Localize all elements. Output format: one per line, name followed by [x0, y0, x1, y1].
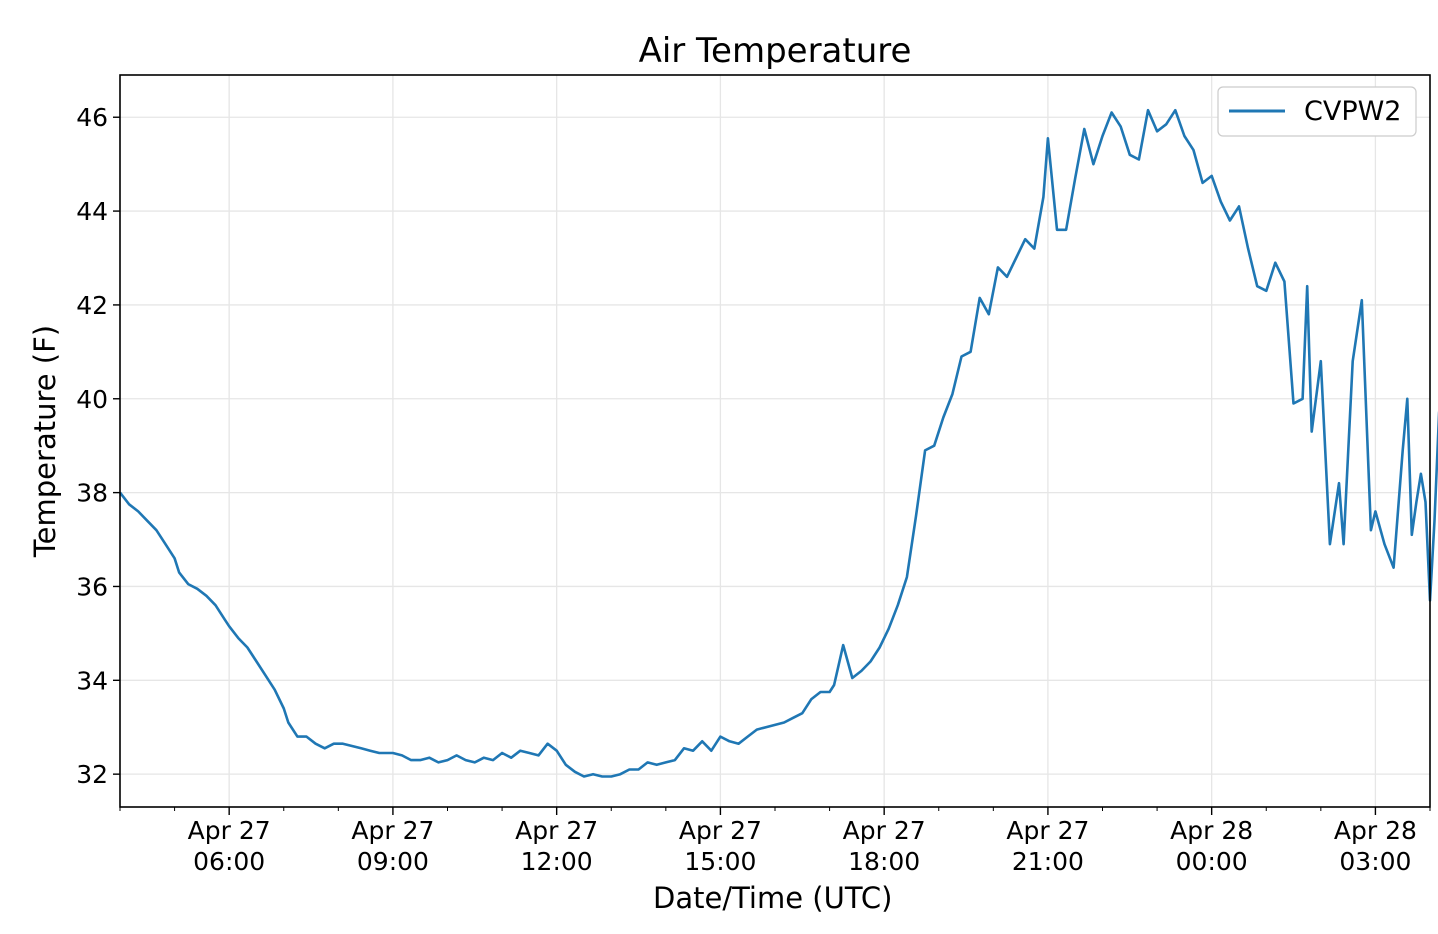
x-tick-label-date: Apr 27 [843, 816, 926, 845]
x-tick-label-time: 00:00 [1176, 847, 1248, 876]
y-tick-label: 36 [76, 572, 108, 601]
legend: CVPW2 [1217, 86, 1417, 137]
y-tick-label: 42 [76, 291, 108, 320]
y-tick-label: 34 [76, 666, 108, 695]
x-tick-label-time: 21:00 [1012, 847, 1084, 876]
x-tick-label-time: 03:00 [1339, 847, 1411, 876]
chart-title: Air Temperature [639, 31, 912, 71]
x-tick-label-time: 09:00 [357, 847, 429, 876]
y-axis-label: Temperature (F) [28, 325, 62, 558]
legend-label-cvpw2: CVPW2 [1304, 96, 1401, 127]
x-tick-label-date: Apr 27 [351, 816, 434, 845]
x-tick-label-date: Apr 27 [188, 816, 271, 845]
x-tick-label-date: Apr 27 [515, 816, 598, 845]
x-tick-label-date: Apr 28 [1334, 816, 1417, 845]
y-axis: 32 34 36 38 40 42 44 46 [76, 103, 120, 789]
y-tick-label: 32 [76, 760, 108, 789]
x-tick-label-date: Apr 28 [1170, 816, 1253, 845]
plot-frame [119, 74, 1431, 808]
x-tick-label-time: 15:00 [684, 847, 756, 876]
grid-lines [120, 75, 1430, 807]
x-axis-label: Date/Time (UTC) [653, 881, 892, 915]
y-tick-label: 40 [76, 385, 108, 414]
x-tick-label-date: Apr 27 [679, 816, 762, 845]
series-line-cvpw2 [118, 108, 1438, 778]
y-tick-label: 46 [76, 103, 108, 132]
x-tick-label-time: 12:00 [521, 847, 593, 876]
legend-box [1217, 86, 1417, 137]
series-layer [118, 108, 1438, 778]
x-tick-label-time: 18:00 [848, 847, 920, 876]
x-tick-label-time: 06:00 [193, 847, 265, 876]
y-tick-label: 38 [76, 479, 108, 508]
y-tick-label: 44 [76, 197, 108, 226]
x-tick-label-date: Apr 27 [1006, 816, 1089, 845]
